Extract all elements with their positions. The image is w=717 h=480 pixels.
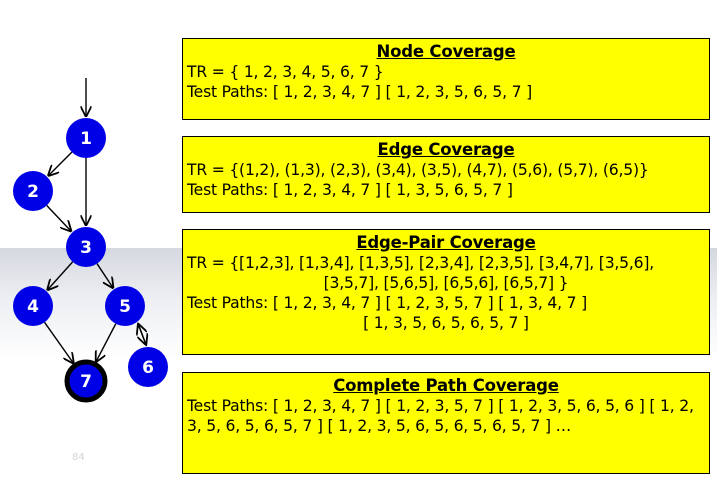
slide-number: 84 [72,452,85,463]
node-2 [13,171,53,211]
node-coverage-tr: TR = { 1, 2, 3, 4, 5, 6, 7 } [187,63,384,81]
node-label-5: 5 [119,297,131,317]
edge-coverage-title: Edge Coverage [377,140,515,159]
node-label-4: 4 [27,297,39,317]
node-3 [66,227,106,267]
node-label-2: 2 [27,182,39,202]
edge-pair-test-paths-line1: Test Paths: [ 1, 2, 3, 4, 7 ] [ 1, 2, 3,… [187,294,587,312]
edge-5-7 [96,323,117,362]
edge-2-3 [46,205,71,231]
complete-path-test-paths: Test Paths: [ 1, 2, 3, 4, 7 ] [ 1, 2, 3,… [187,397,694,435]
node-coverage-title: Node Coverage [376,42,516,61]
node-5 [105,286,145,326]
node-7 [64,359,108,403]
edge-coverage-panel: Edge Coverage TR = {(1,2), (1,3), (2,3),… [182,136,710,213]
node-1 [66,118,106,158]
edge-1-2 [49,151,73,175]
node-coverage-panel: Node Coverage TR = { 1, 2, 3, 4, 5, 6, 7… [182,38,710,120]
edge-pair-coverage-panel: Edge-Pair Coverage TR = {[1,2,3], [1,3,4… [182,229,710,355]
node-coverage-test-paths: Test Paths: [ 1, 2, 3, 4, 7 ] [ 1, 2, 3,… [187,83,532,101]
node-6 [128,347,168,387]
complete-path-coverage-title: Complete Path Coverage [333,376,559,395]
edge-3-5 [96,263,113,288]
control-flow-graph: 1 2 3 4 5 6 7 [13,78,168,403]
edge-pair-tr-line2: [3,5,7], [5,6,5], [6,5,6], [6,5,7] } [323,274,569,292]
node-label-1: 1 [80,129,92,149]
node-label-6: 6 [142,358,154,378]
node-label-3: 3 [80,238,92,258]
edge-4-7 [43,321,74,363]
edge-coverage-tr: TR = {(1,2), (1,3), (2,3), (3,4), (3,5),… [187,161,649,179]
edge-6-5 [138,324,148,347]
edge-pair-tr-line1: TR = {[1,2,3], [1,3,4], [1,3,5], [2,3,4]… [187,254,655,272]
node-4 [13,286,53,326]
complete-path-coverage-panel: Complete Path Coverage Test Paths: [ 1, … [182,372,710,474]
node-label-7: 7 [80,372,92,392]
edge-pair-coverage-title: Edge-Pair Coverage [356,233,536,252]
edge-pair-test-paths-line2: [ 1, 3, 5, 6, 5, 6, 5, 7 ] [363,314,529,332]
edge-coverage-test-paths: Test Paths: [ 1, 2, 3, 4, 7 ] [ 1, 3, 5,… [187,181,513,199]
edge-3-4 [48,261,74,290]
